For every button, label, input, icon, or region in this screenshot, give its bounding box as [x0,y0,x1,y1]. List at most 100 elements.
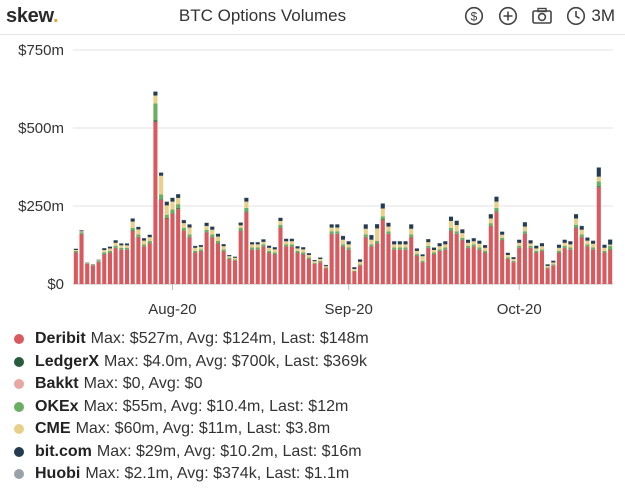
bar-segment-deribit[interactable] [539,251,544,284]
bar-segment-cme[interactable] [272,249,277,253]
bar-segment-deribit[interactable] [210,237,215,284]
bar-segment-cme[interactable] [346,244,351,248]
legend-item[interactable]: Deribit Max: $527m, Avg: $124m, Last: $14… [14,328,369,351]
bar-segment-ledgerx[interactable] [494,211,499,213]
bar-segment-okex[interactable] [528,245,533,248]
bar-segment-okex[interactable] [193,250,198,253]
bar-segment-ledgerx[interactable] [153,120,158,122]
bar-segment-cme[interactable] [227,256,232,258]
bar-segment-okex[interactable] [460,237,465,241]
bar-segment-bit-com[interactable] [346,241,351,245]
bar-segment-bit-com[interactable] [562,239,567,243]
camera-icon[interactable] [531,5,553,27]
bar-segment-deribit[interactable] [369,246,374,284]
bar-segment-bit-com[interactable] [545,264,550,266]
bar-segment-okex[interactable] [545,267,550,269]
bar-segment-okex[interactable] [170,209,175,214]
bar-segment-cme[interactable] [409,228,414,235]
legend-item[interactable]: bit.com Max: $29m, Avg: $10.2m, Last: $16… [14,441,369,464]
bar-segment-deribit[interactable] [204,232,209,284]
bar-segment-okex[interactable] [187,234,192,237]
bar-segment-bit-com[interactable] [301,247,306,250]
bar-segment-deribit[interactable] [596,187,601,284]
bar-segment-cme[interactable] [375,228,380,241]
bar-segment-deribit[interactable] [534,252,539,284]
bar-segment-okex[interactable] [107,250,112,253]
bar-segment-bit-com[interactable] [312,259,317,262]
bar-segment-deribit[interactable] [164,218,169,284]
bar-segment-okex[interactable] [608,245,613,250]
bar-segment-cme[interactable] [244,201,249,208]
bar-segment-okex[interactable] [312,262,317,264]
bar-segment-cme[interactable] [181,223,186,228]
bar-segment-okex[interactable] [437,249,442,251]
bar-segment-okex[interactable] [181,227,186,231]
bar-segment-okex[interactable] [255,247,260,250]
bar-segment-okex[interactable] [375,240,380,244]
legend-item[interactable]: Huobi Max: $2.1m, Avg: $374k, Last: $1.1m [14,463,369,486]
bar-segment-okex[interactable] [176,204,181,209]
bar-segment-cme[interactable] [591,243,596,248]
bar-segment-bit-com[interactable] [602,244,607,248]
bar-segment-okex[interactable] [198,249,203,251]
bar-segment-cme[interactable] [96,260,101,261]
bar-segment-deribit[interactable] [517,248,522,284]
bar-segment-cme[interactable] [340,239,346,245]
bar-segment-cme[interactable] [511,259,516,261]
bar-segment-deribit[interactable] [176,209,181,284]
bar-segment-cme[interactable] [534,248,539,251]
bar-segment-cme[interactable] [176,197,181,205]
bar-segment-okex[interactable] [534,250,539,253]
bar-segment-cme[interactable] [142,240,147,245]
bar-segment-cme[interactable] [477,243,482,248]
bar-segment-okex[interactable] [272,252,277,255]
bar-segment-deribit[interactable] [130,230,135,284]
bar-segment-okex[interactable] [471,244,476,247]
bar-segment-deribit[interactable] [124,249,130,284]
logo[interactable]: skew. [6,5,59,28]
bar-segment-okex[interactable] [562,245,567,248]
bar-segment-bit-com[interactable] [437,243,442,247]
bar-segment-okex[interactable] [420,260,425,263]
bar-segment-bit-com[interactable] [306,253,311,255]
bar-segment-okex[interactable] [96,260,101,262]
bar-segment-bit-com[interactable] [323,264,328,267]
bar-segment-deribit[interactable] [471,246,476,284]
bar-segment-deribit[interactable] [483,252,488,284]
bar-segment-deribit[interactable] [545,268,550,284]
bar-segment-deribit[interactable] [454,234,459,284]
bar-segment-deribit[interactable] [250,249,255,284]
bar-segment-okex[interactable] [574,224,579,228]
bar-segment-cme[interactable] [471,241,476,245]
bar-segment-okex[interactable] [323,267,328,269]
bar-segment-deribit[interactable] [306,259,311,284]
bar-segment-deribit[interactable] [193,252,198,284]
bar-segment-okex[interactable] [448,227,454,231]
bar-segment-cme[interactable] [437,246,442,250]
bar-segment-bit-com[interactable] [517,239,522,243]
bar-segment-bit-com[interactable] [335,224,340,228]
bar-segment-bit-com[interactable] [318,257,323,260]
bar-segment-bit-com[interactable] [551,260,556,263]
bar-segment-bit-com[interactable] [232,256,238,258]
bar-segment-deribit[interactable] [119,249,124,284]
bar-segment-bit-com[interactable] [375,224,380,229]
bar-segment-cme[interactable] [73,249,78,251]
bar-segment-deribit[interactable] [403,249,408,284]
bar-segment-bit-com[interactable] [471,238,476,242]
bar-segment-bit-com[interactable] [295,246,300,249]
bar-segment-okex[interactable] [352,270,357,272]
bar-segment-okex[interactable] [124,247,130,250]
bar-segment-cme[interactable] [386,226,391,232]
bar-segment-cme[interactable] [278,220,283,225]
bar-segment-deribit[interactable] [494,212,499,284]
bar-segment-bit-com[interactable] [448,216,454,221]
bar-segment-bit-com[interactable] [340,235,346,240]
bar-segment-cme[interactable] [596,176,601,182]
bar-segment-bit-com[interactable] [244,197,249,202]
bar-segment-deribit[interactable] [340,246,346,284]
bar-segment-okex[interactable] [284,244,289,247]
bar-segment-bit-com[interactable] [96,259,101,261]
bar-segment-cme[interactable] [539,246,544,250]
bar-segment-deribit[interactable] [85,263,90,284]
